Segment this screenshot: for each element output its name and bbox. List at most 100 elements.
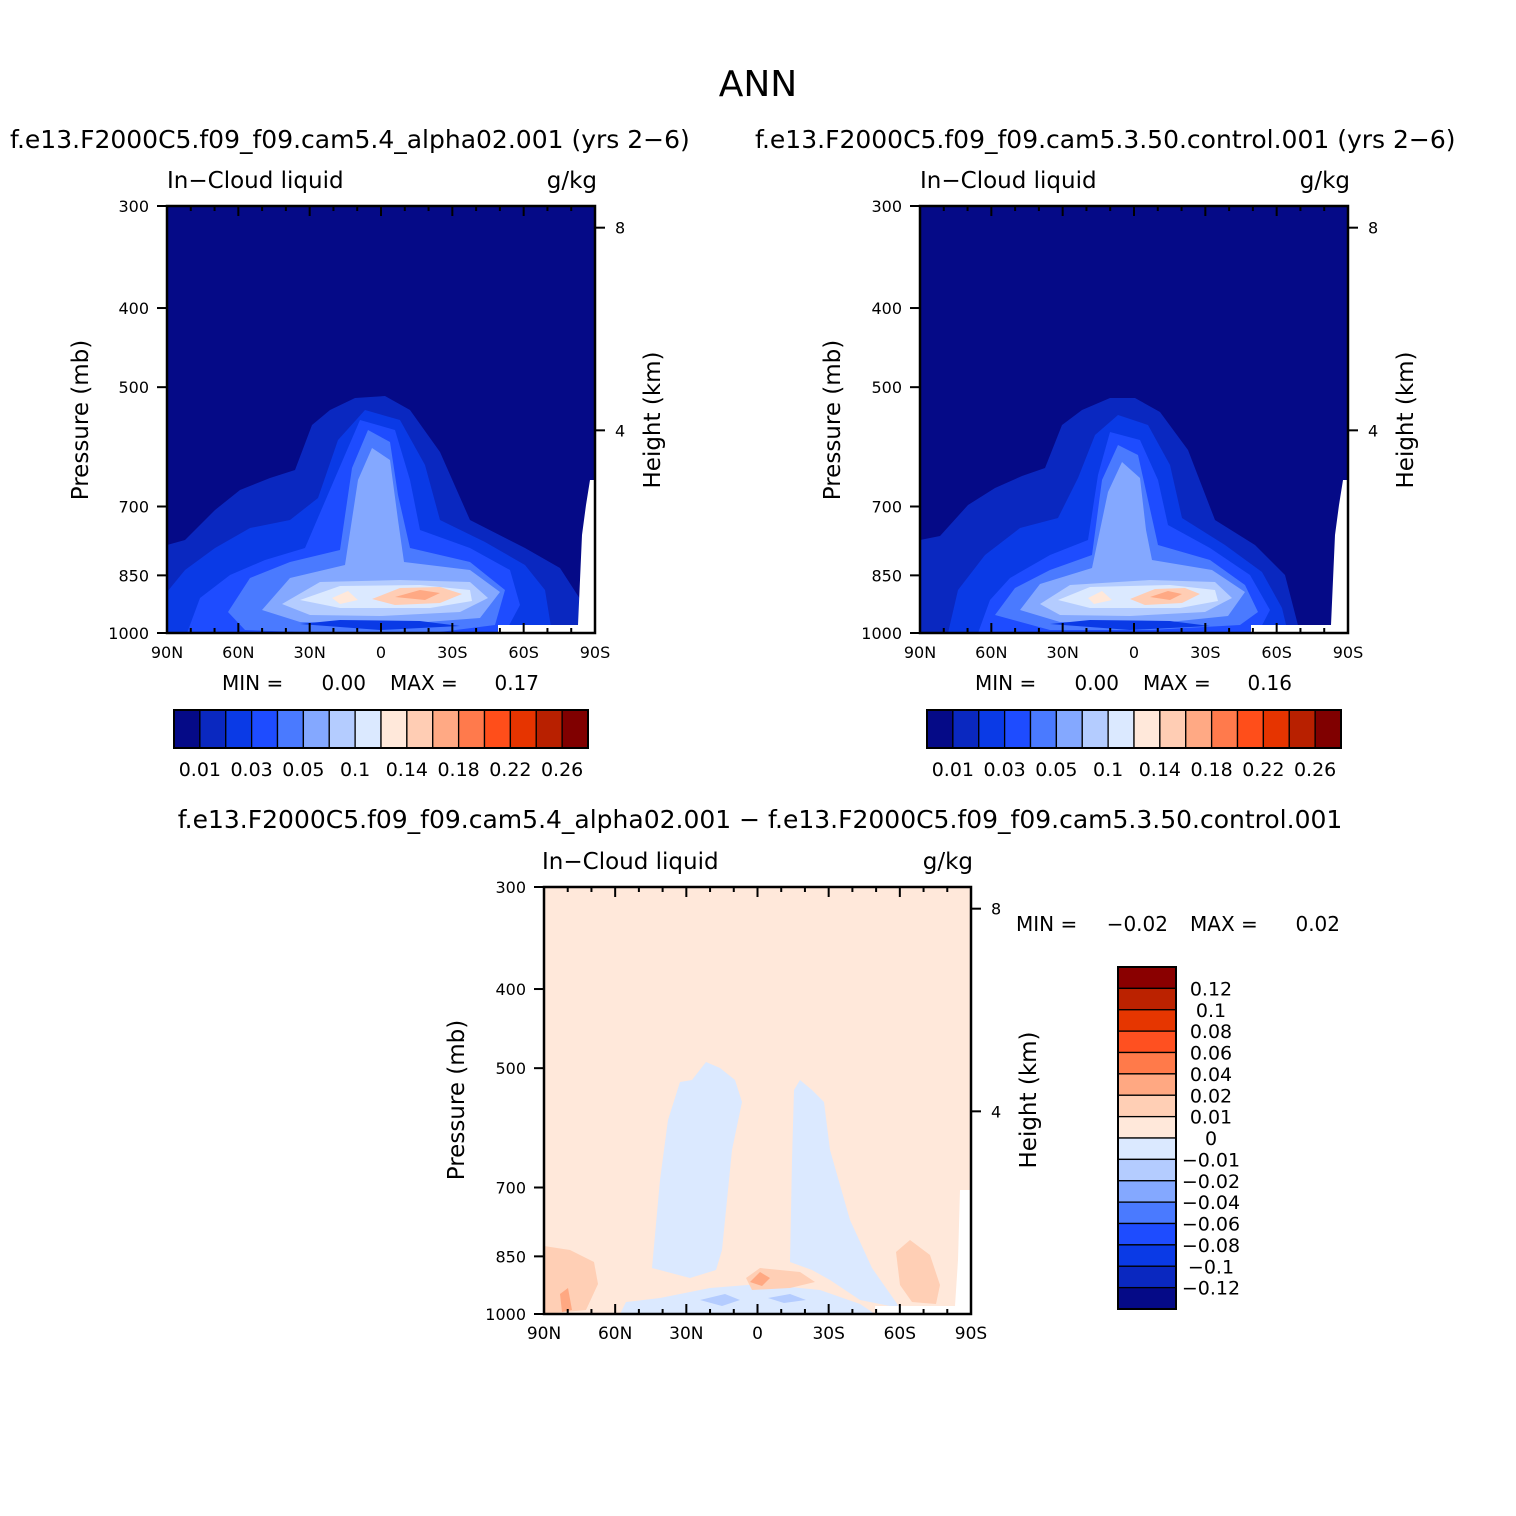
- colorbar-swatch: [1117, 1180, 1177, 1203]
- colorbar-swatch: [1117, 1201, 1177, 1225]
- panel-subtitle: f.e13.F2000C5.f09_f09.cam5.4_alpha02.001…: [10, 125, 690, 154]
- y-tick-label: 300: [118, 197, 149, 216]
- units-label: g/kg: [923, 849, 973, 875]
- colorbar-swatch: [1117, 987, 1177, 1011]
- y2-axis-label: Height (km): [1016, 1031, 1042, 1168]
- colorbar-tick-label: 0.26: [541, 759, 583, 781]
- colorbar-swatch: [1236, 709, 1265, 749]
- colorbar-tick-label: 0.18: [1190, 759, 1232, 781]
- x-tick-label: 60N: [598, 1324, 632, 1344]
- y2-tick-label: 4: [615, 421, 625, 440]
- y-tick-label: 500: [118, 378, 149, 397]
- x-tick-label: 30S: [1190, 643, 1221, 662]
- x-tick-label: 90N: [904, 643, 936, 662]
- colorbar-tick-label: 0: [1205, 1128, 1217, 1150]
- colorbar-frame: [173, 709, 589, 749]
- y-tick-label: 850: [871, 566, 902, 585]
- colorbar-swatch: [561, 709, 589, 749]
- panel-subtitle: f.e13.F2000C5.f09_f09.cam5.4_alpha02.001…: [178, 805, 1343, 834]
- colorbar-swatch: [302, 709, 330, 749]
- colorbar-swatch: [380, 709, 408, 749]
- colorbar-swatch: [225, 709, 253, 749]
- colorbar-swatch: [978, 709, 1006, 749]
- x-tick-label: 60S: [508, 643, 539, 662]
- y2-tick-label: 8: [615, 219, 625, 238]
- colorbar-swatch: [354, 709, 382, 749]
- colorbar-swatch: [406, 709, 434, 749]
- y-tick-label: 700: [871, 498, 902, 517]
- y-axis-label: Pressure (mb): [444, 1020, 470, 1180]
- colorbar-tick-label: −0.04: [1182, 1192, 1240, 1214]
- colorbar-tick-label: 0.04: [1190, 1064, 1232, 1086]
- y-tick-label: 700: [495, 1179, 526, 1198]
- colorbar-swatch: [1081, 709, 1109, 749]
- colorbar-tick-label: −0.1: [1188, 1256, 1234, 1278]
- y-axis-label: Pressure (mb): [820, 340, 846, 500]
- x-tick-label: 60S: [1261, 643, 1292, 662]
- min-value: 0.00: [321, 671, 366, 695]
- colorbar-swatch: [173, 709, 201, 749]
- colorbar-swatch: [1210, 709, 1239, 749]
- colorbar-swatch: [1314, 709, 1342, 749]
- colorbar-swatch: [1117, 1244, 1177, 1267]
- colorbar-swatch: [1262, 709, 1290, 749]
- colorbar-tick-label: 0.06: [1190, 1043, 1232, 1065]
- colorbar-swatch: [276, 709, 305, 749]
- contour-field: [167, 206, 595, 633]
- panel-alpha02: f.e13.F2000C5.f09_f09.cam5.4_alpha02.001…: [10, 125, 690, 781]
- panel-subtitle: f.e13.F2000C5.f09_f09.cam5.3.50.control.…: [755, 125, 1456, 154]
- colorbar-swatch: [328, 709, 356, 749]
- variable-label: In−Cloud liquid: [542, 849, 719, 875]
- y2-tick-label: 4: [991, 1102, 1001, 1121]
- colorbar-tick-label: 0.22: [489, 759, 531, 781]
- max-label: MAX =: [1143, 671, 1211, 695]
- min-value: 0.00: [1074, 671, 1119, 695]
- panel-difference: f.e13.F2000C5.f09_f09.cam5.4_alpha02.001…: [178, 805, 1343, 1344]
- colorbar-swatch: [1117, 1051, 1177, 1075]
- colorbar-tick-label: −0.12: [1182, 1278, 1240, 1300]
- axes: 90N 60N 30N 0 30S 60S 90S 300 400 500 700 850 1000 8 4: [108, 197, 625, 662]
- figure-title: ANN: [719, 64, 798, 105]
- colorbar-swatch: [1117, 1158, 1177, 1182]
- y-tick-label: 500: [495, 1059, 526, 1078]
- y2-tick-label: 8: [991, 900, 1001, 919]
- colorbar-frame: [1117, 966, 1177, 1310]
- contour-field: [920, 206, 1348, 633]
- colorbar-swatch: [535, 709, 563, 749]
- contour-field: [544, 887, 971, 1314]
- max-value: 0.17: [494, 671, 539, 695]
- colorbar-swatch: [1107, 709, 1135, 749]
- y-tick-label: 850: [118, 566, 149, 585]
- colorbar-swatch: [1117, 1094, 1177, 1118]
- y2-axis-label: Height (km): [640, 351, 666, 488]
- colorbar-tick-label: 0.14: [386, 759, 428, 781]
- colorbar-swatch: [926, 709, 954, 749]
- colorbar-tick-label: 0.26: [1294, 759, 1336, 781]
- axes: 90N 60N 30N 0 30S 60S 90S 300 400 500 700 850 1000 8 4: [861, 197, 1378, 662]
- x-tick-label: 30S: [437, 643, 468, 662]
- colorbar-tick-label: 0.03: [230, 759, 272, 781]
- colorbar-swatch: [1117, 1222, 1177, 1246]
- units-label: g/kg: [547, 168, 597, 194]
- y2-axis-label: Height (km): [1393, 351, 1419, 488]
- y-tick-label: 400: [495, 980, 526, 999]
- colorbar-tick-label: 0.14: [1139, 759, 1181, 781]
- colorbar-swatch: [1159, 709, 1187, 749]
- y-tick-label: 850: [495, 1247, 526, 1266]
- colorbar-tick-label: 0.1: [1196, 1000, 1226, 1022]
- x-tick-label: 60S: [884, 1324, 916, 1344]
- colorbar-tick-label: −0.08: [1182, 1235, 1240, 1257]
- colorbar-swatch: [1117, 1265, 1177, 1289]
- colorbar-tick-label: 0.22: [1242, 759, 1284, 781]
- x-tick-label: 90N: [151, 643, 183, 662]
- units-label: g/kg: [1300, 168, 1350, 194]
- colorbar: 0.120.10.080.060.040.020.010−0.01−0.02−0…: [1117, 966, 1240, 1310]
- y-axis-label: Pressure (mb): [68, 340, 94, 500]
- axes: 90N 60N 30N 0 30S 60S 90S 300 400 500 700 850 1000 8 4: [485, 878, 1001, 1344]
- colorbar: 0.01 0.03 0.05 0.1 0.14 0.18 0.22 0.26: [926, 709, 1342, 781]
- colorbar-swatch: [1288, 709, 1316, 749]
- colorbar-tick-label: 0.01: [179, 759, 221, 781]
- y-tick-label: 1000: [861, 624, 902, 643]
- colorbar-swatch: [509, 709, 537, 749]
- colorbar-swatch: [1117, 1009, 1177, 1032]
